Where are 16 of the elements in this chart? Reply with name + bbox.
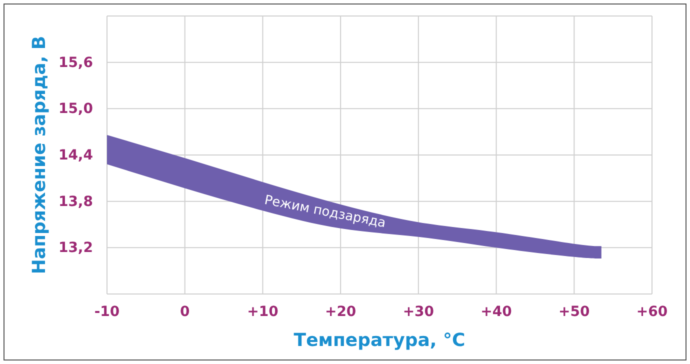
x-tick-label: -10: [94, 304, 120, 320]
annotation: Режим подзаряда: [263, 192, 387, 232]
x-tick-label: +60: [636, 304, 668, 320]
y-tick-label: 13,2: [58, 240, 93, 256]
y-axis-title: Напряжение заряда, В: [28, 36, 50, 274]
x-tick-label: 0: [180, 304, 190, 320]
x-tick-label: +10: [247, 304, 279, 320]
x-tick-label: +40: [480, 304, 512, 320]
y-tick-label: 15,0: [58, 101, 94, 118]
x-tick-label: +30: [402, 304, 434, 320]
y-tick-label: 14,4: [58, 147, 94, 164]
y-tick-label: 13,8: [58, 194, 93, 210]
y-tick-label: 15,6: [58, 54, 93, 71]
x-tick-label: +50: [558, 304, 590, 320]
x-axis-title: Температура, °C: [294, 330, 466, 351]
x-tick-label: +20: [324, 304, 356, 320]
